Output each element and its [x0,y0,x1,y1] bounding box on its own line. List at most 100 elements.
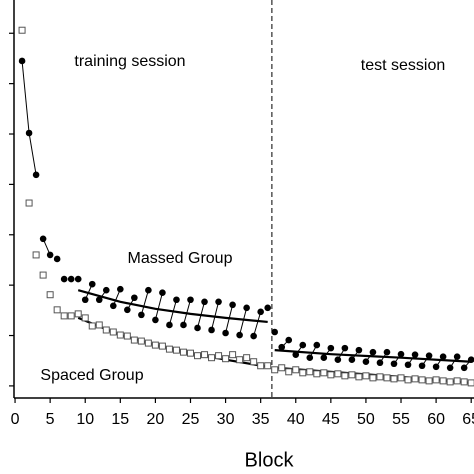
point [18,26,26,34]
point [46,251,54,259]
point [165,345,173,353]
connector [21,60,30,134]
point [453,377,461,385]
point [229,301,236,309]
point [404,376,412,384]
point [229,351,237,359]
point [32,171,40,179]
point [180,321,187,329]
point [285,368,293,376]
point [320,369,328,377]
connector [140,290,149,316]
point [369,348,377,356]
point [81,314,89,322]
point [313,341,321,349]
x-tick-label: 5 [46,411,55,428]
point [25,199,33,207]
point [257,308,264,316]
point [390,375,398,383]
x-tick-label: 40 [287,411,305,428]
point [467,379,474,387]
point [432,363,440,371]
connector [28,132,37,175]
point [236,356,244,364]
point [250,332,257,340]
series-label: Spaced Group [40,367,143,384]
point [215,298,222,306]
point [369,374,377,382]
point [39,235,47,243]
point [348,356,356,364]
point [222,355,230,363]
fit-line [274,349,472,363]
point [397,350,405,358]
point [425,352,433,359]
point [362,358,370,366]
point [201,351,209,359]
x-tick-label: 15 [111,411,129,428]
point [439,353,447,360]
point [404,361,412,369]
connector [182,299,191,326]
point [25,129,33,137]
point [390,360,398,368]
x-tick-label: 60 [427,411,445,428]
point [222,329,229,337]
point [460,378,468,386]
point [264,304,271,312]
point [137,337,145,345]
x-tick-label: 65 [462,411,474,428]
point [186,349,194,357]
annotation: training session [74,53,185,70]
point [53,306,61,314]
point [67,312,75,320]
point [292,351,300,358]
point [292,366,300,374]
point [411,375,419,383]
point [341,344,349,352]
point [453,353,461,360]
connector [154,292,163,321]
point [348,371,356,379]
point [208,326,215,334]
point [432,376,440,384]
point [187,296,194,304]
point [271,366,279,374]
point [18,57,26,65]
point [271,328,279,336]
point [32,251,40,259]
point [320,354,328,361]
point [39,271,47,279]
point [158,342,166,350]
fit-line [77,289,268,324]
point [278,364,286,372]
x-tick-label: 25 [182,411,200,428]
point [74,275,82,283]
connector [168,299,177,326]
point [376,359,384,367]
x-tick-label: 45 [322,411,340,428]
point [159,289,166,297]
x-tick-label: 50 [357,411,375,428]
point [53,255,61,263]
connector [253,311,262,337]
point [201,298,208,306]
point [341,372,349,380]
point [208,354,216,362]
point [439,377,447,385]
point [102,286,110,294]
point [102,326,110,334]
point [74,310,82,318]
point [67,275,75,283]
point [299,341,307,349]
point [383,348,391,356]
point [152,316,159,324]
point [117,285,124,293]
x-tick-label: 35 [252,411,270,428]
point [46,291,54,299]
point [130,336,138,344]
point [334,370,342,378]
point [243,354,251,362]
point [285,336,293,344]
point [327,371,335,379]
